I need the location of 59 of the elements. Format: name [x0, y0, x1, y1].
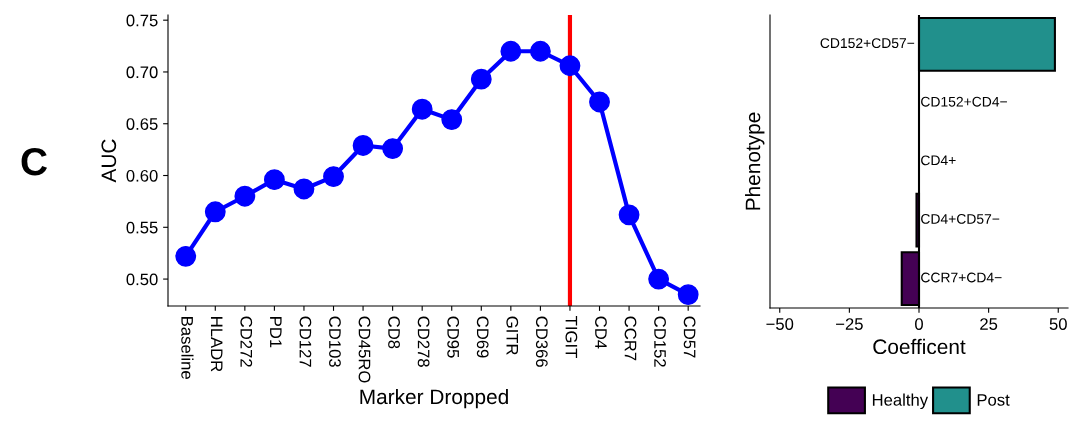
point	[677, 284, 699, 306]
x-tick-label: TIGIT	[565, 316, 578, 358]
point	[293, 178, 315, 200]
x-tick-label: GITR	[506, 316, 519, 355]
y-tick-label: 0.60	[126, 169, 158, 182]
x-axis-title: Marker Dropped	[360, 388, 508, 409]
y-tick-label: 0.70	[126, 66, 158, 79]
point	[411, 98, 433, 120]
point	[559, 55, 581, 77]
x-tick-label: CD272	[240, 316, 253, 367]
category-label: CD4+	[921, 155, 956, 166]
y-tick-label: 0.55	[126, 221, 158, 234]
x-tick-label: 50	[1049, 318, 1067, 330]
x-tick-label: −50	[766, 318, 794, 330]
point	[352, 135, 374, 156]
point	[618, 204, 640, 226]
x-tick-label: CD152	[654, 316, 666, 367]
x-tick-label: CD57	[683, 316, 696, 358]
x-tick-label: CD69	[476, 316, 489, 358]
x-tick-label: CD45RO	[358, 316, 371, 383]
y-tick-label: 0.75	[126, 14, 158, 27]
point	[175, 245, 197, 267]
point	[263, 169, 285, 191]
x-tick-label: 25	[980, 318, 998, 330]
point	[323, 166, 344, 187]
point	[441, 109, 463, 131]
x-tick-label: CD103	[329, 316, 341, 367]
x-tick-label: CD127	[299, 316, 312, 367]
y-tick-label: 0.65	[126, 118, 158, 130]
x-tick-label: CD366	[535, 316, 548, 367]
x-tick-label: CCR7	[624, 316, 637, 361]
legend-label: Post	[977, 394, 1010, 406]
x-tick-label: PD1	[270, 317, 282, 348]
category-label: CD152+CD4−	[921, 96, 1007, 107]
point	[500, 40, 522, 62]
x-tick-label: −25	[836, 318, 863, 330]
point	[470, 68, 492, 90]
x-tick-label: 0	[915, 318, 923, 330]
x-tick-label: Baseline	[181, 317, 194, 379]
x-tick-label: CD278	[417, 316, 430, 367]
x-tick-label: CD4	[595, 316, 607, 349]
point	[234, 185, 256, 207]
x-tick-label: CD95	[447, 316, 460, 358]
text: C	[21, 147, 48, 176]
legend-label: Healthy	[872, 393, 929, 410]
category-label: CD152+CD57−	[820, 38, 915, 49]
y-axis-title: Phenotype	[745, 112, 765, 210]
x-tick-label: CD8	[388, 316, 400, 349]
category-label: CD4+CD57−	[921, 213, 1000, 224]
point	[382, 138, 404, 160]
point	[529, 40, 551, 62]
y-axis-title: AUC	[101, 139, 117, 183]
point	[648, 268, 670, 290]
x-tick-label: HLADR	[210, 317, 223, 372]
y-tick-label: 0.50	[126, 273, 158, 286]
category-label: CCR7+CD4−	[921, 272, 1002, 283]
x-axis-title: Coefficent	[873, 338, 966, 355]
point	[589, 91, 610, 113]
point	[204, 201, 226, 223]
